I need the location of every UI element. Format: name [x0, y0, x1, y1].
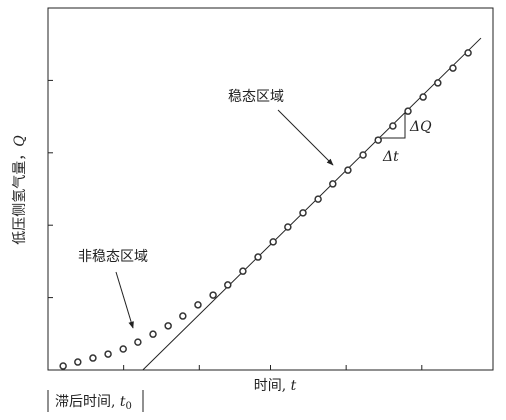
- data-point: [374, 136, 382, 144]
- arrow: [115, 271, 134, 329]
- lag-symbol: t: [120, 394, 126, 410]
- data-point: [299, 209, 307, 217]
- data-point: [119, 345, 127, 353]
- data-point: [194, 301, 202, 309]
- data-point: [314, 195, 322, 203]
- data-point: [209, 291, 217, 299]
- arrow: [277, 109, 334, 166]
- data-point: [344, 166, 352, 174]
- data-point: [359, 151, 367, 159]
- x-axis-label: 时间, t: [254, 378, 297, 394]
- data-point: [224, 281, 232, 289]
- lag-text: 滞后时间,: [55, 394, 115, 410]
- data-point: [419, 93, 427, 101]
- x-label-symbol: t: [291, 378, 297, 394]
- annotation: 非稳态区域: [78, 249, 148, 265]
- data-point: [74, 358, 82, 366]
- data-point: [239, 267, 247, 275]
- data-point: [164, 322, 172, 330]
- data-point: [284, 223, 292, 231]
- data-point: [59, 362, 67, 370]
- y-label-text: 低压侧氢气量，: [12, 147, 28, 245]
- delta-triangle: [375, 111, 406, 139]
- data-point: [149, 330, 157, 338]
- lag-subscript: 0: [126, 401, 132, 412]
- annotation: ΔQ: [409, 119, 432, 135]
- y-axis-label: 低压侧氢气量，Q: [12, 135, 28, 245]
- lag-label: 滞后时间, t0: [55, 394, 132, 412]
- data-point: [404, 107, 412, 115]
- plot-frame: [47, 7, 494, 371]
- annotation: Δt: [382, 149, 399, 165]
- x-label-text: 时间,: [254, 378, 286, 394]
- data-point: [389, 122, 397, 130]
- data-point: [254, 253, 262, 261]
- data-point: [179, 312, 187, 320]
- data-point: [104, 350, 112, 358]
- annotation: 稳态区域: [228, 89, 284, 105]
- y-label-symbol: Q: [12, 135, 28, 147]
- data-point: [134, 338, 142, 346]
- data-point: [449, 64, 457, 72]
- data-point: [434, 79, 442, 87]
- fit-line: [142, 37, 482, 371]
- data-point: [329, 180, 337, 188]
- data-point: [269, 238, 277, 246]
- data-point: [89, 354, 97, 362]
- data-point: [464, 49, 472, 57]
